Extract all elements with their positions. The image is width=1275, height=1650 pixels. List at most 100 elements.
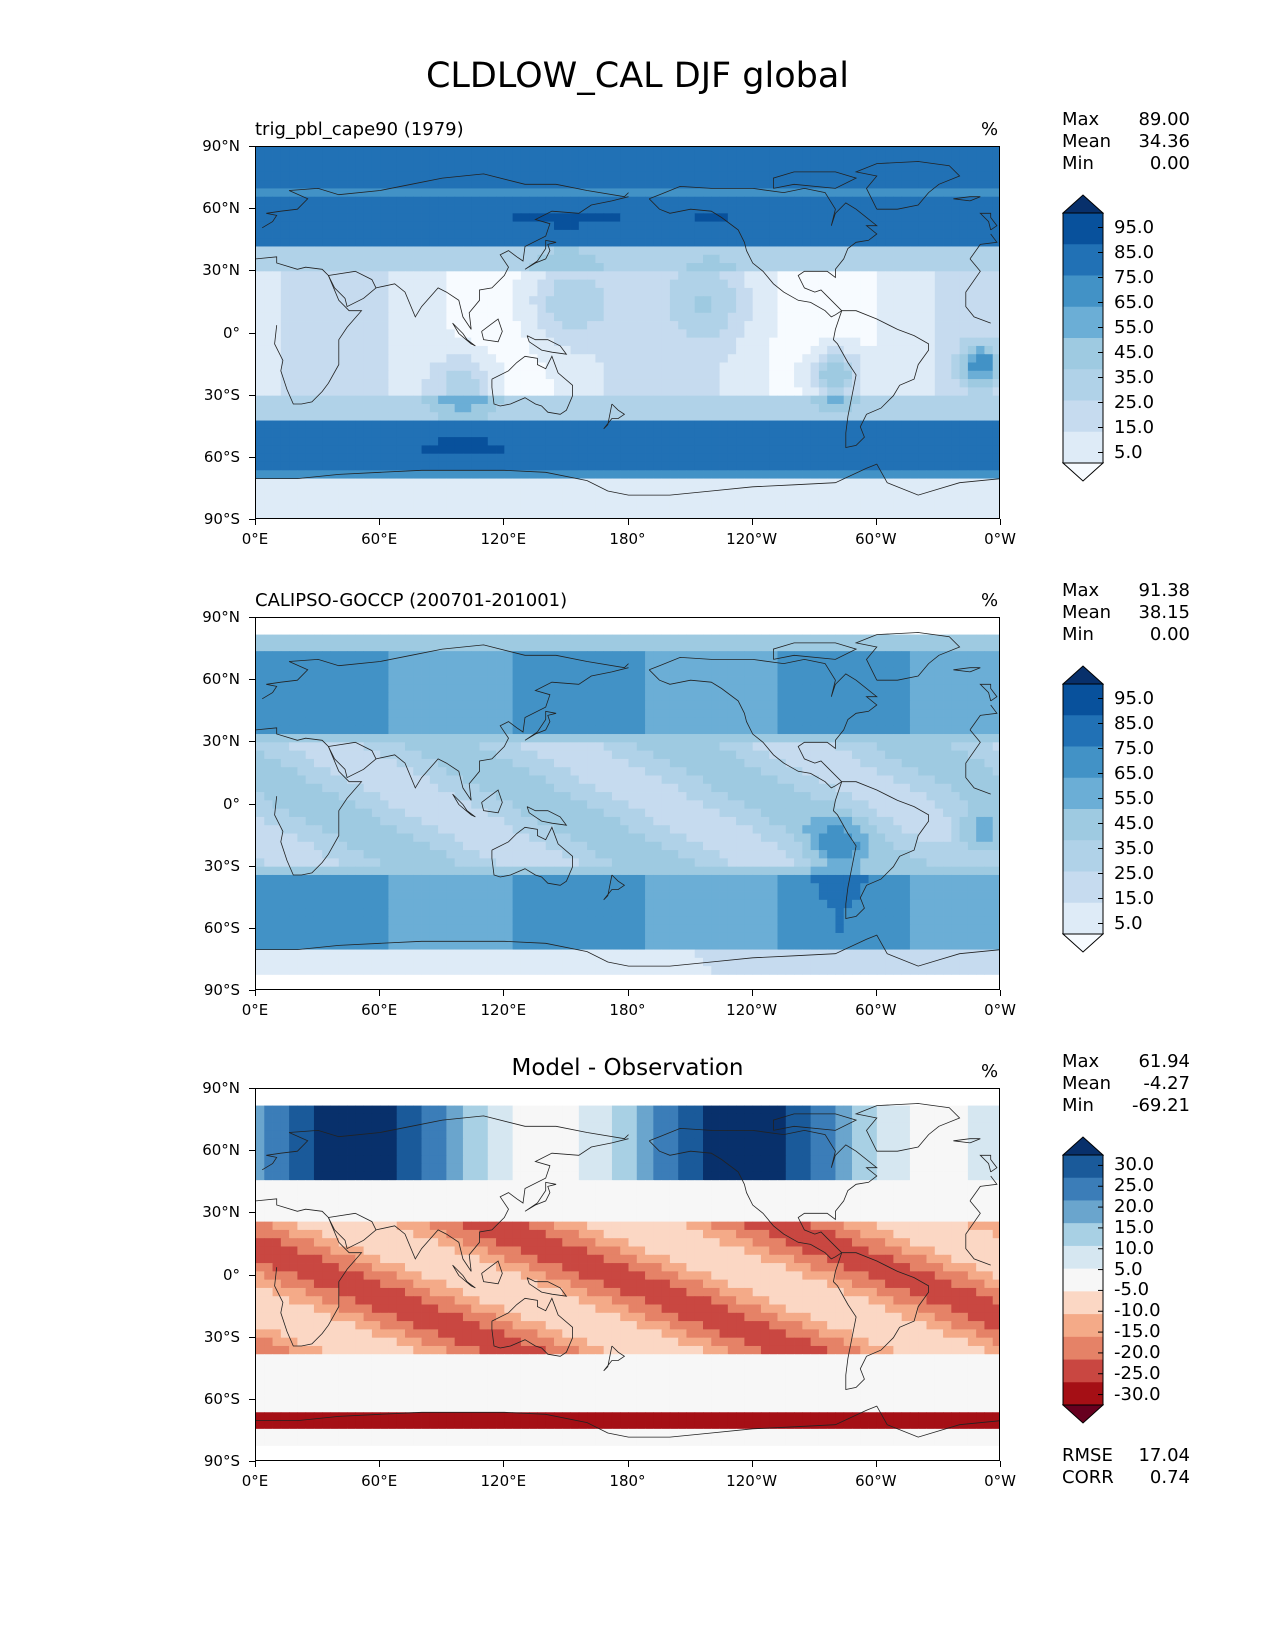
field-cell [272, 700, 282, 710]
field-cell [462, 486, 472, 496]
field-cell [976, 312, 985, 322]
field-cell [711, 412, 720, 421]
field-cell [669, 470, 679, 479]
field-cell [363, 395, 373, 405]
field-cell [669, 271, 679, 281]
field-cell [852, 312, 861, 322]
field-cell [951, 229, 961, 239]
field-cell [396, 676, 406, 685]
field-cell [462, 503, 472, 513]
field-cell [893, 503, 903, 513]
field-cell [827, 321, 836, 330]
field-cell [661, 163, 671, 173]
field-cell [669, 511, 679, 518]
field-cell [570, 329, 580, 339]
field-cell [554, 254, 563, 264]
field-cell [860, 155, 869, 164]
field-cell [719, 238, 729, 247]
field-cell [984, 659, 994, 669]
field-cell [289, 147, 298, 156]
field-cell [628, 188, 638, 198]
field-cell [893, 329, 903, 339]
field-cell [835, 263, 845, 272]
field-cell [744, 503, 754, 513]
field-cell [794, 263, 803, 272]
field-cell [438, 362, 447, 372]
field-cell [818, 263, 828, 272]
field-cell [512, 412, 522, 421]
field-cell [951, 205, 961, 214]
field-cell [429, 420, 439, 430]
field-cell [636, 329, 646, 339]
field-cell [363, 329, 373, 339]
field-cell [479, 279, 489, 289]
field-cell [520, 667, 530, 677]
field-cell [860, 453, 869, 463]
field-cell [686, 304, 696, 314]
field-cell [678, 362, 687, 372]
field-cell [297, 271, 307, 281]
field-cell [860, 676, 869, 685]
field-cell [272, 387, 282, 397]
field-cell [694, 337, 704, 347]
field-cell [760, 478, 770, 488]
field-cell [719, 221, 729, 231]
field-cell [918, 379, 927, 388]
field-cell [313, 312, 323, 322]
field-cell [570, 287, 580, 297]
field-cell [661, 229, 671, 239]
field-cell [926, 345, 936, 355]
field-cell [628, 254, 638, 264]
field-cell [264, 676, 273, 685]
field-cell [934, 511, 944, 518]
field-cell [984, 370, 994, 380]
field-cell [628, 370, 638, 380]
field-cell [976, 437, 985, 446]
field-cell [289, 692, 298, 702]
field-cell [297, 155, 307, 164]
field-cell [264, 667, 273, 677]
field-cell [661, 312, 671, 322]
field-cell [413, 437, 422, 446]
field-cell [487, 312, 497, 322]
field-cell [578, 304, 588, 314]
field-cell [371, 271, 381, 281]
field-cell [777, 205, 787, 214]
field-cell [471, 470, 480, 479]
field-cell [860, 503, 869, 513]
field-cell [363, 205, 373, 214]
field-cell [868, 676, 878, 685]
field-cell [512, 205, 522, 214]
field-cell [305, 221, 315, 231]
field-cell [992, 312, 999, 322]
field-cell [338, 180, 348, 189]
field-cell [429, 412, 439, 421]
field-cell [992, 155, 999, 164]
field-cell [322, 263, 331, 272]
field-cell [496, 221, 505, 231]
field-cell [264, 700, 273, 710]
field-cell [818, 437, 828, 446]
field-cell [289, 428, 298, 438]
field-cell [876, 428, 886, 438]
field-cell [537, 700, 547, 710]
field-cell [711, 428, 720, 438]
field-cell [595, 238, 605, 247]
field-cell [901, 420, 911, 430]
field-cell [885, 163, 894, 173]
field-cell [611, 495, 621, 504]
field-cell [992, 196, 999, 206]
field-cell [918, 412, 927, 421]
field-cell [860, 379, 869, 388]
field-cell [827, 246, 836, 256]
field-cell [371, 329, 381, 339]
field-cell [636, 511, 646, 518]
field-cell [760, 651, 770, 660]
field-cell [967, 221, 977, 231]
field-cell [289, 684, 298, 693]
field-cell [545, 445, 555, 455]
field-cell [446, 709, 456, 718]
field-cell [653, 445, 663, 455]
field-cell [669, 420, 679, 430]
field-cell [893, 437, 903, 446]
